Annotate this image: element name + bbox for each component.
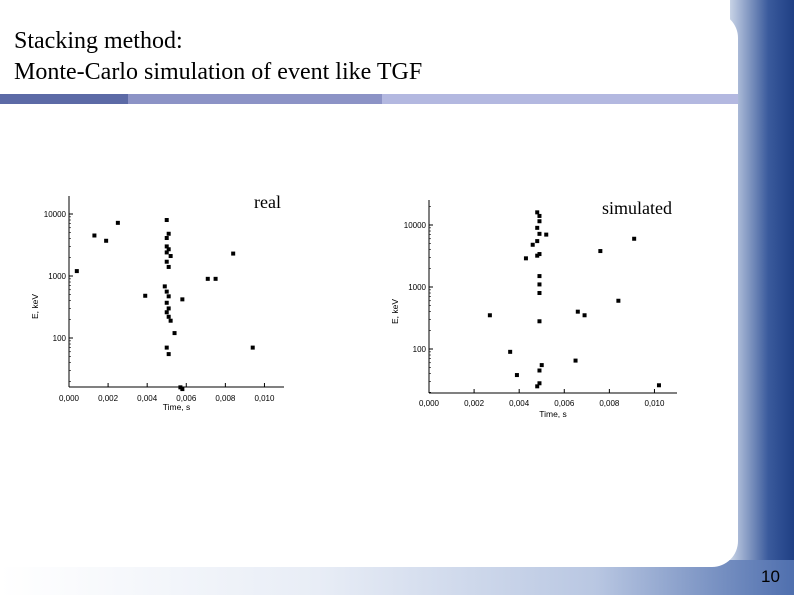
data-point	[575, 309, 580, 314]
data-point	[143, 293, 148, 298]
x-tick-label: 0,010	[254, 394, 275, 403]
data-point	[166, 264, 171, 269]
data-point	[166, 294, 171, 299]
x-axis-label: Time, s	[163, 402, 191, 412]
data-point	[104, 238, 109, 243]
data-point	[535, 384, 540, 389]
data-point	[537, 319, 542, 324]
title-rule-dark	[0, 94, 128, 104]
slide-title: Stacking method: Monte-Carlo simulation …	[14, 26, 422, 88]
data-point	[539, 363, 544, 368]
data-point	[537, 381, 542, 386]
y-tick-label: 10000	[404, 221, 427, 230]
page-number: 10	[761, 567, 780, 586]
data-point	[544, 232, 549, 237]
data-point	[537, 274, 542, 279]
y-tick-label: 10000	[44, 210, 67, 219]
data-point	[168, 254, 173, 259]
data-point	[632, 236, 637, 241]
title-rule-mid	[128, 94, 382, 104]
data-point	[168, 318, 173, 323]
real-scatter-chart: 100 1000 10000 0,000 0,002 0,004 0,006 0,008 0,0…	[30, 196, 284, 412]
x-axis-label: Time, s	[539, 409, 567, 419]
data-point	[164, 345, 169, 350]
x-tick-label: 0,008	[215, 394, 236, 403]
data-point	[180, 297, 185, 302]
x-tick-label: 0,002	[98, 394, 119, 403]
slide-background-right	[730, 0, 794, 595]
data-point	[166, 247, 171, 252]
data-point	[537, 231, 542, 236]
data-point	[535, 253, 540, 258]
x-tick-label: 0,000	[419, 399, 440, 408]
data-point	[530, 242, 535, 247]
data-point	[535, 239, 540, 244]
title-rule-light	[382, 94, 738, 104]
y-tick-label: 1000	[408, 283, 426, 292]
data-point	[172, 331, 177, 336]
y-tick-label: 100	[53, 334, 67, 343]
data-point	[164, 289, 169, 294]
real-chart-frame: 100 1000 10000 0,000 0,002 0,004 0,006 0,008 0,0…	[28, 188, 329, 419]
data-point	[535, 210, 540, 215]
data-point	[537, 213, 542, 218]
data-point	[166, 352, 171, 357]
x-tick-label: 0,000	[59, 394, 80, 403]
data-point	[180, 387, 185, 392]
data-point	[537, 219, 542, 224]
data-point	[205, 276, 210, 281]
data-point	[535, 225, 540, 230]
data-point	[164, 310, 169, 315]
data-point	[164, 218, 169, 223]
y-axis-label: E, keV	[390, 299, 400, 324]
x-tick-label: 0,006	[176, 394, 197, 403]
data-point	[487, 313, 492, 318]
data-point	[537, 252, 542, 257]
data-point	[164, 244, 169, 249]
data-point	[616, 298, 621, 303]
data-point	[231, 251, 236, 256]
data-point	[508, 349, 513, 354]
title-line-2: Monte-Carlo simulation of event like TGF	[14, 59, 423, 85]
data-point	[598, 249, 603, 254]
data-point	[115, 220, 120, 225]
data-point	[164, 250, 169, 255]
data-point	[164, 259, 169, 264]
y-tick-label: 100	[413, 345, 427, 354]
y-axis-label: E, keV	[30, 294, 40, 319]
x-tick-label: 0,004	[137, 394, 158, 403]
data-point	[213, 276, 218, 281]
data-point	[74, 269, 79, 274]
data-point	[250, 345, 255, 350]
data-point	[164, 236, 169, 241]
x-tick-label: 0,006	[554, 399, 575, 408]
data-point	[92, 233, 97, 238]
x-tick-label: 0,010	[644, 399, 665, 408]
data-point	[523, 256, 528, 261]
x-tick-label: 0,008	[599, 399, 620, 408]
y-tick-label: 1000	[48, 272, 66, 281]
data-point	[537, 368, 542, 373]
simulated-chart-frame: 100 1000 10000 0,000 0,002 0,004 0,006 0,008 0,0…	[384, 192, 709, 423]
data-point	[166, 314, 171, 319]
title-line-1: Stacking method:	[14, 28, 183, 54]
x-tick-label: 0,004	[509, 399, 530, 408]
data-point	[166, 306, 171, 311]
data-point	[164, 300, 169, 305]
data-point	[656, 383, 661, 388]
data-point	[166, 231, 171, 236]
data-point	[537, 291, 542, 296]
data-point	[514, 373, 519, 378]
data-point	[537, 282, 542, 287]
simulated-scatter-chart: 100 1000 10000 0,000 0,002 0,004 0,006 0,008 0,0…	[390, 200, 677, 419]
data-point	[573, 358, 578, 363]
data-point	[582, 313, 587, 318]
x-tick-label: 0,002	[464, 399, 485, 408]
simulated-chart-title: simulated	[602, 198, 672, 218]
data-point	[162, 284, 167, 289]
real-chart-title: real	[254, 192, 281, 212]
